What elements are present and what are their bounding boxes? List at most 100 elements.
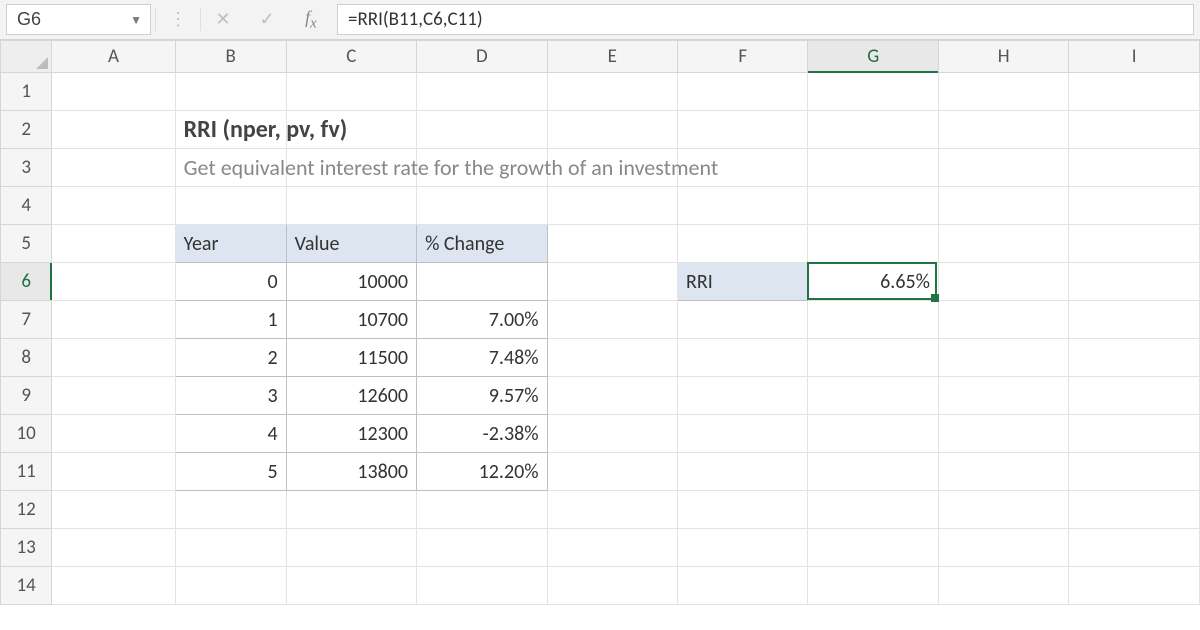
- cell-D13[interactable]: [417, 529, 547, 567]
- cell-C14[interactable]: [286, 567, 416, 605]
- cell-C4[interactable]: [286, 187, 416, 225]
- cell-G6[interactable]: 6.65%: [808, 263, 938, 301]
- row-header-4[interactable]: 4: [1, 187, 52, 225]
- cell-B9[interactable]: 3: [175, 377, 286, 415]
- col-header-H[interactable]: H: [938, 41, 1068, 73]
- cell-C6[interactable]: 10000: [286, 263, 416, 301]
- row-header-14[interactable]: 14: [1, 567, 52, 605]
- cell-B14[interactable]: [175, 567, 286, 605]
- cell-H4[interactable]: [938, 187, 1068, 225]
- row-header-5[interactable]: 5: [1, 225, 52, 263]
- cell-E11[interactable]: [547, 453, 677, 491]
- cell-I13[interactable]: [1069, 529, 1200, 567]
- cell-C9[interactable]: 12600: [286, 377, 416, 415]
- enter-icon[interactable]: ✓: [245, 0, 289, 39]
- cell-A2[interactable]: [52, 111, 175, 149]
- cell-E5[interactable]: [547, 225, 677, 263]
- cell-A12[interactable]: [52, 491, 175, 529]
- cell-F11[interactable]: [678, 453, 808, 491]
- cell-E10[interactable]: [547, 415, 677, 453]
- cell-G10[interactable]: [808, 415, 938, 453]
- cell-A5[interactable]: [52, 225, 175, 263]
- cell-I2[interactable]: [1069, 111, 1200, 149]
- cell-D6[interactable]: [417, 263, 547, 301]
- cell-G8[interactable]: [808, 339, 938, 377]
- cell-E9[interactable]: [547, 377, 677, 415]
- formula-input[interactable]: =RRI(B11,C6,C11): [337, 4, 1194, 35]
- row-header-1[interactable]: 1: [1, 73, 52, 111]
- cell-I3[interactable]: [1069, 149, 1200, 187]
- row-header-11[interactable]: 11: [1, 453, 52, 491]
- cell-E8[interactable]: [547, 339, 677, 377]
- cell-A7[interactable]: [52, 301, 175, 339]
- cell-I12[interactable]: [1069, 491, 1200, 529]
- cell-F13[interactable]: [678, 529, 808, 567]
- row-header-2[interactable]: 2: [1, 111, 52, 149]
- cell-G7[interactable]: [808, 301, 938, 339]
- cell-A14[interactable]: [52, 567, 175, 605]
- cell-D7[interactable]: 7.00%: [417, 301, 547, 339]
- cell-I8[interactable]: [1069, 339, 1200, 377]
- col-header-A[interactable]: A: [52, 41, 175, 73]
- cell-D11[interactable]: 12.20%: [417, 453, 547, 491]
- cell-B13[interactable]: [175, 529, 286, 567]
- row-header-7[interactable]: 7: [1, 301, 52, 339]
- cell-H1[interactable]: [938, 73, 1068, 111]
- cell-I14[interactable]: [1069, 567, 1200, 605]
- cell-H6[interactable]: [938, 263, 1068, 301]
- col-header-D[interactable]: D: [417, 41, 547, 73]
- cell-E1[interactable]: [547, 73, 677, 111]
- cell-G12[interactable]: [808, 491, 938, 529]
- cell-E6[interactable]: [547, 263, 677, 301]
- cell-A3[interactable]: [52, 149, 175, 187]
- cell-F1[interactable]: [678, 73, 808, 111]
- cell-H8[interactable]: [938, 339, 1068, 377]
- cell-G11[interactable]: [808, 453, 938, 491]
- cell-H7[interactable]: [938, 301, 1068, 339]
- cell-D1[interactable]: [417, 73, 547, 111]
- cell-H10[interactable]: [938, 415, 1068, 453]
- cell-G4[interactable]: [808, 187, 938, 225]
- cell-B10[interactable]: 4: [175, 415, 286, 453]
- cell-A9[interactable]: [52, 377, 175, 415]
- worksheet[interactable]: ABCDEFGHI12RRI (nper, pv, fv)3Get equiva…: [0, 40, 1200, 630]
- cell-B7[interactable]: 1: [175, 301, 286, 339]
- cell-A13[interactable]: [52, 529, 175, 567]
- cell-I9[interactable]: [1069, 377, 1200, 415]
- cell-H5[interactable]: [938, 225, 1068, 263]
- cell-A8[interactable]: [52, 339, 175, 377]
- cell-F4[interactable]: [678, 187, 808, 225]
- cell-E7[interactable]: [547, 301, 677, 339]
- cell-B11[interactable]: 5: [175, 453, 286, 491]
- cell-B1[interactable]: [175, 73, 286, 111]
- cell-A10[interactable]: [52, 415, 175, 453]
- cell-F5[interactable]: [678, 225, 808, 263]
- cell-C11[interactable]: 13800: [286, 453, 416, 491]
- col-header-I[interactable]: I: [1069, 41, 1200, 73]
- col-header-F[interactable]: F: [678, 41, 808, 73]
- cell-H12[interactable]: [938, 491, 1068, 529]
- cell-G1[interactable]: [808, 73, 938, 111]
- cell-D5[interactable]: % Change: [417, 225, 547, 263]
- cell-E12[interactable]: [547, 491, 677, 529]
- cell-I6[interactable]: [1069, 263, 1200, 301]
- cell-F14[interactable]: [678, 567, 808, 605]
- row-header-8[interactable]: 8: [1, 339, 52, 377]
- cell-G13[interactable]: [808, 529, 938, 567]
- cell-C10[interactable]: 12300: [286, 415, 416, 453]
- cell-D14[interactable]: [417, 567, 547, 605]
- cell-A6[interactable]: [52, 263, 175, 301]
- col-header-B[interactable]: B: [175, 41, 286, 73]
- cell-F6[interactable]: RRI: [678, 263, 808, 301]
- cell-F10[interactable]: [678, 415, 808, 453]
- cell-E4[interactable]: [547, 187, 677, 225]
- row-header-12[interactable]: 12: [1, 491, 52, 529]
- cell-D10[interactable]: -2.38%: [417, 415, 547, 453]
- cell-C13[interactable]: [286, 529, 416, 567]
- cell-B5[interactable]: Year: [175, 225, 286, 263]
- cell-H11[interactable]: [938, 453, 1068, 491]
- cell-I7[interactable]: [1069, 301, 1200, 339]
- cell-F8[interactable]: [678, 339, 808, 377]
- cell-B8[interactable]: 2: [175, 339, 286, 377]
- row-header-9[interactable]: 9: [1, 377, 52, 415]
